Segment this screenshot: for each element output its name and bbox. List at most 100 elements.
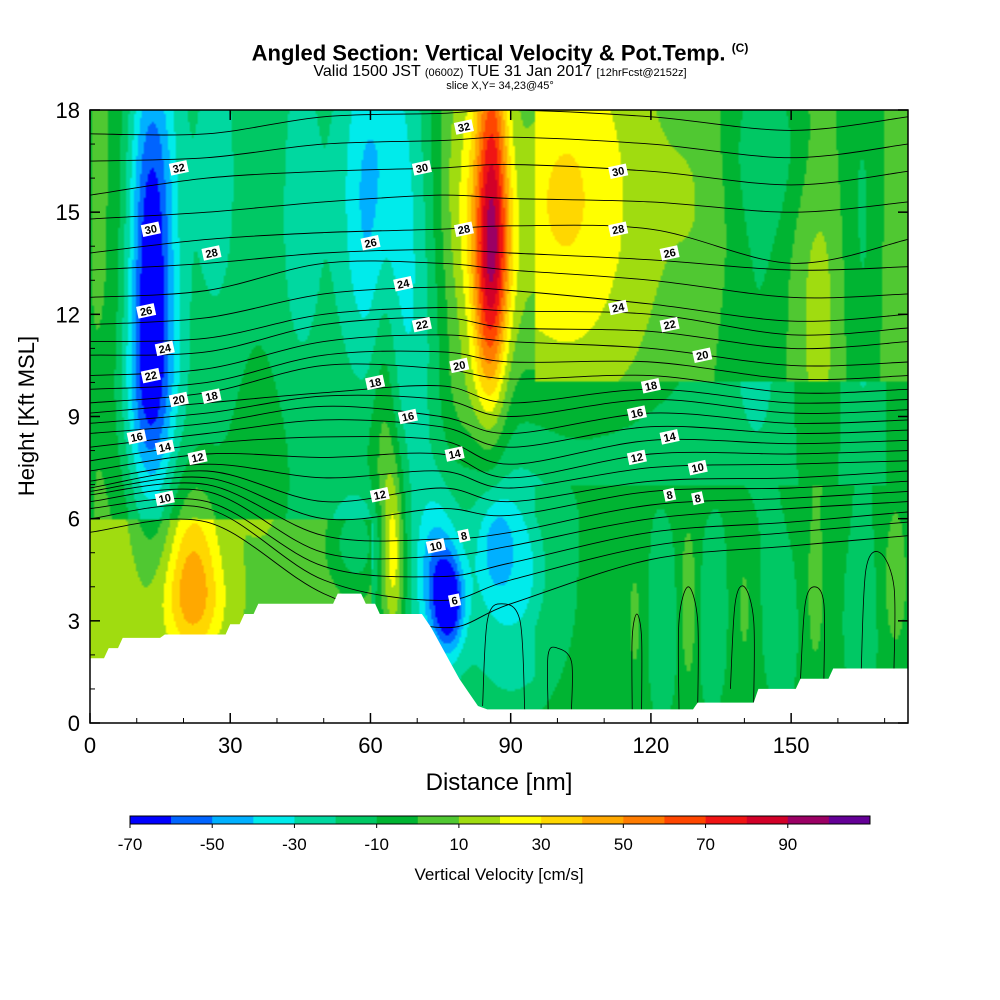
contour-label: 10 — [154, 490, 175, 506]
theta-isoline-30 — [90, 163, 908, 196]
contour-label: 28 — [608, 221, 629, 237]
colorbar-swatch — [335, 816, 377, 824]
contour-label: 20 — [168, 391, 189, 408]
x-axis: 0 30 60 90 120 150 — [84, 110, 886, 758]
contour-label-text: 16 — [130, 431, 144, 445]
y-tick-label: 12 — [56, 302, 80, 327]
colorbar-tick-label: -30 — [282, 835, 307, 854]
valid-time-line: Valid 1500 JST (0600Z) TUE 31 Jan 2017 [… — [0, 63, 1000, 81]
velocity-isoline — [860, 551, 896, 669]
forecast-info: [12hrFcst@2152z] — [596, 67, 687, 80]
colorbar-swatch — [500, 816, 542, 824]
colorbar-tick-label: -10 — [364, 835, 389, 854]
x-tick-label: 150 — [773, 733, 810, 758]
colorbar-tick-label: -70 — [118, 835, 143, 854]
contour-label-text: 28 — [611, 223, 625, 237]
contour-label-text: 18 — [204, 390, 218, 404]
contour-label-text: 18 — [368, 376, 382, 390]
contour-label: 18 — [640, 378, 661, 394]
contour-label: 32 — [453, 119, 474, 135]
theta-isoline-25 — [90, 286, 908, 326]
colorbar-swatch — [130, 816, 172, 824]
theta-isoline-15 — [90, 436, 908, 465]
contour-label-text: 6 — [451, 595, 459, 608]
theta-isoline-11 — [90, 476, 908, 521]
contour-label-text: 14 — [158, 441, 173, 455]
colorbar-frame — [129, 815, 871, 825]
contour-label: 22 — [659, 316, 680, 333]
contour-label-text: 8 — [460, 530, 468, 543]
contour-label: 28 — [453, 221, 474, 237]
contour-label-text: 28 — [457, 223, 471, 237]
y-axis: 0 3 6 9 12 15 18 — [56, 98, 908, 736]
contour-label: 18 — [365, 374, 386, 391]
x-tick-label: 120 — [633, 733, 670, 758]
x-tick-label: 60 — [358, 733, 382, 758]
contour-label-text: 24 — [396, 277, 411, 291]
contour-label: 22 — [140, 367, 161, 384]
contour-label-text: 12 — [630, 451, 644, 465]
contour-label: 12 — [369, 487, 390, 503]
contour-label-text: 22 — [663, 318, 677, 332]
contour-label-text: 28 — [204, 247, 218, 261]
y-axis-label: Height [Kft MSL] — [14, 336, 39, 496]
colorbar-swatch — [828, 816, 871, 824]
contour-label-text: 24 — [611, 301, 626, 315]
theta-isoline-14 — [90, 450, 908, 479]
colorbar-swatch — [664, 816, 706, 824]
contour-label: 8 — [691, 491, 705, 506]
colorbar-swatch — [787, 816, 830, 824]
contour-label-text: 32 — [172, 162, 186, 176]
colorbar-swatch — [458, 816, 501, 824]
theta-isoline-7 — [90, 505, 908, 601]
theta-isoline-24 — [90, 306, 908, 343]
theta-isoline-28 — [90, 224, 908, 264]
colorbar-swatch — [623, 816, 665, 824]
contour-label-text: 14 — [663, 431, 678, 445]
contour-label-text: 32 — [457, 121, 471, 135]
contour-label: 14 — [659, 429, 680, 445]
x-axis-label: Distance [nm] — [426, 769, 573, 796]
colorbar-label: Vertical Velocity [cm/s] — [414, 865, 583, 884]
contour-label: 16 — [626, 405, 647, 421]
colorbar-swatch — [417, 816, 460, 824]
colorbar-tick-label: 50 — [614, 835, 633, 854]
chart-title: Angled Section: Vertical Velocity & Pot.… — [0, 36, 1000, 65]
contour-label: 10 — [425, 538, 446, 554]
theta-isoline-12 — [90, 470, 908, 503]
contour-label: 30 — [608, 163, 629, 179]
contour-label: 12 — [187, 449, 208, 466]
contour-label: 24 — [608, 299, 629, 316]
contour-label-text: 26 — [139, 305, 153, 319]
colorbar-swatch — [582, 816, 624, 824]
theta-isoline-16 — [90, 419, 908, 448]
y-tick-label: 18 — [56, 98, 80, 123]
contour-label: 14 — [154, 439, 175, 455]
title-block: Angled Section: Vertical Velocity & Pot.… — [0, 36, 1000, 93]
contour-label: 26 — [136, 303, 157, 319]
x-tick-label: 30 — [218, 733, 242, 758]
colorbar-swatch — [746, 816, 789, 824]
contour-label-text: 22 — [144, 369, 158, 383]
contour-label: 26 — [659, 245, 680, 261]
colorbar-tick-label: 10 — [449, 835, 468, 854]
contour-label: 8 — [662, 487, 677, 502]
theta-isoline-13 — [90, 460, 908, 489]
theta-isoline-10 — [90, 482, 908, 542]
contour-label: 24 — [154, 340, 175, 357]
valid-date: TUE 31 Jan 2017 — [467, 63, 593, 81]
velocity-isoline — [631, 613, 643, 710]
contour-label-text: 18 — [644, 380, 658, 394]
y-tick-label: 0 — [68, 711, 80, 736]
colorbar-tick-label: 90 — [778, 835, 797, 854]
contour-label: 20 — [449, 357, 470, 374]
theta-isoline-29 — [90, 194, 908, 220]
contour-label: 10 — [687, 459, 708, 476]
contour-label-text: 10 — [691, 461, 705, 475]
contour-label-text: 16 — [630, 407, 644, 421]
zulu-time: (0600Z) — [424, 67, 464, 80]
contour-label: 20 — [692, 347, 713, 363]
contour-label: 30 — [411, 160, 432, 176]
